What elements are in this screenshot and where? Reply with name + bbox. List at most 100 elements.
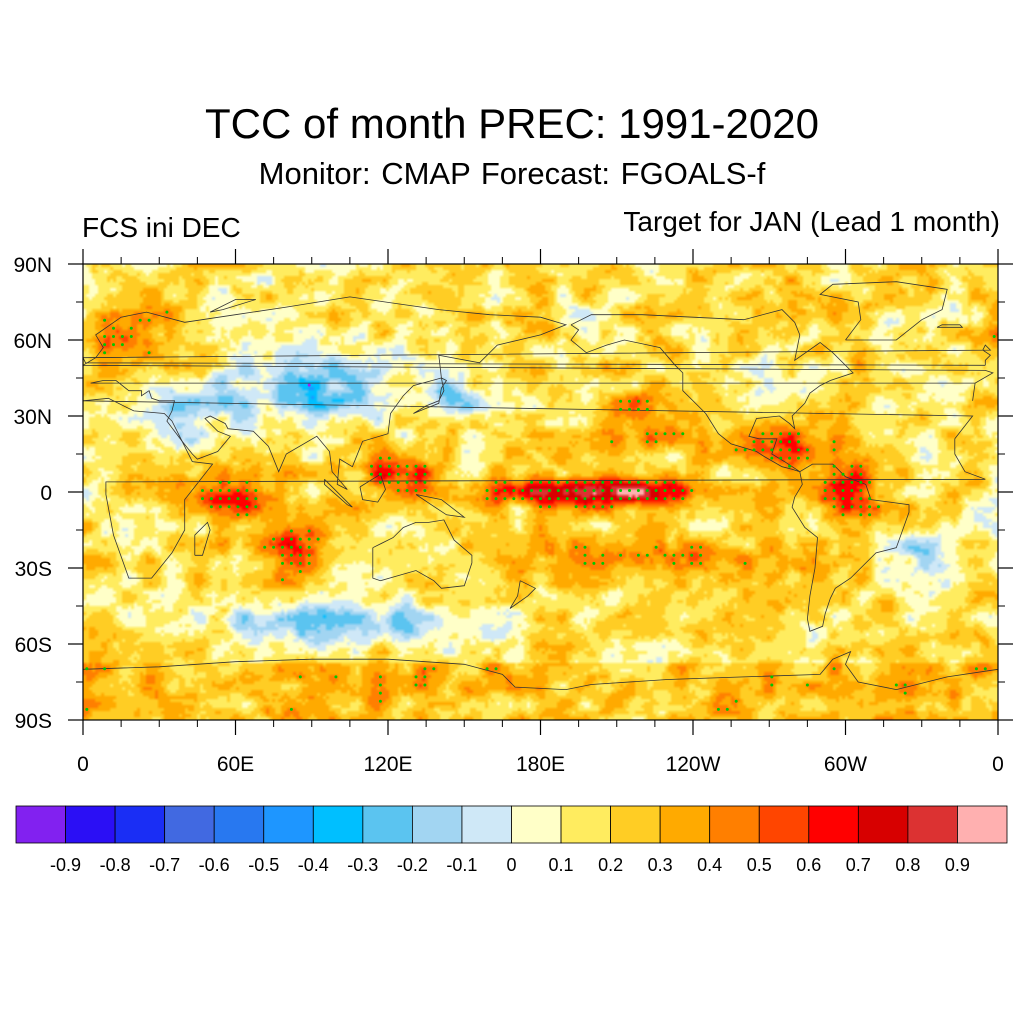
significance-dot-positive [850, 505, 854, 509]
x-tick-label: 180E [516, 753, 565, 776]
significance-dot-positive [699, 561, 703, 565]
significance-dot-positive [859, 480, 863, 484]
significance-dot-positive [636, 480, 640, 484]
significance-dot-positive [619, 489, 623, 492]
significance-dot-positive [289, 545, 293, 549]
significance-dot-positive [209, 505, 213, 509]
significance-dot-positive [307, 561, 311, 565]
significance-dot-positive [485, 489, 489, 492]
coastlines [83, 281, 998, 691]
significance-dot-positive [832, 505, 836, 509]
significance-dot-positive [592, 480, 596, 484]
colorbar-label: 0.7 [846, 855, 871, 875]
significance-dot-positive [396, 489, 400, 492]
significance-dot-positive [378, 464, 382, 468]
significance-dot-positive [752, 440, 756, 444]
significance-dot-positive [672, 480, 676, 484]
significance-dot-positive [654, 432, 658, 436]
significance-dot-positive [636, 497, 640, 501]
significance-dot-positive [850, 489, 854, 492]
significance-dot-positive [85, 707, 89, 711]
significance-dot-positive [583, 480, 587, 484]
significance-dot-positive [681, 489, 685, 492]
coastline [372, 519, 473, 589]
significance-dot-positive [120, 335, 124, 338]
significance-dot-positive [770, 683, 774, 687]
colorbar-swatch [560, 805, 611, 844]
significance-dot-positive [387, 456, 391, 460]
significance-dot-positive [681, 553, 685, 557]
significance-dot-positive [236, 513, 240, 517]
significance-dot-positive [850, 464, 854, 468]
significance-dot-positive [298, 675, 302, 679]
coastline [415, 494, 466, 518]
significance-dot-positive [530, 497, 534, 501]
colorbar-swatch [610, 805, 661, 844]
significance-dot-positive [734, 448, 738, 452]
significance-dot-positive [414, 489, 418, 492]
colorbar-swatch [411, 805, 463, 844]
chart-subtitle: Monitor: CMAP Forecast: FGOALS-f [258, 156, 766, 191]
significance-dot-positive [761, 432, 765, 436]
significance-dot-positive [396, 464, 400, 468]
significance-dot-positive [779, 456, 783, 460]
significance-dot-positive [494, 480, 498, 484]
significance-dot-positive [503, 497, 507, 501]
significance-dot-positive [770, 675, 774, 679]
significance-dot-positive [752, 448, 756, 452]
significance-dot-positive [289, 537, 293, 541]
significance-dot-positive [120, 343, 124, 347]
coastline [359, 473, 386, 503]
significance-dot-positive [218, 489, 222, 492]
coastline [194, 521, 211, 556]
colorbar-swatch [709, 805, 760, 844]
significance-dot-positive [583, 561, 587, 565]
significance-dot-positive [423, 464, 427, 468]
significance-dot-positive [663, 497, 667, 501]
significance-dot-positive [743, 561, 747, 565]
significance-dot-positive [227, 497, 231, 501]
significance-dot-positive [298, 553, 302, 557]
significance-dot-positive [610, 480, 614, 484]
significance-dot-positive [218, 480, 222, 484]
significance-dot-positive [245, 497, 249, 501]
colorbar-label: -0.9 [50, 855, 81, 875]
y-tick-label: 60N [13, 330, 52, 353]
significance-dot-positive [263, 545, 267, 549]
significance-dot-positive [201, 497, 204, 501]
significance-dot-positive [245, 480, 249, 484]
significance-dot-positive [859, 513, 863, 517]
significance-dot-positive [281, 537, 284, 541]
significance-dot-positive [788, 464, 792, 468]
significance-dot-positive [298, 570, 302, 573]
significance-dot-positive [298, 561, 302, 565]
significance-dot-positive [690, 545, 694, 549]
significance-dot-positive [663, 480, 667, 484]
significance-dot-positive [601, 553, 605, 557]
significance-dot-positive [85, 667, 89, 671]
significance-dot-positive [601, 561, 605, 565]
coastline [413, 377, 448, 414]
significance-dot-positive [601, 489, 605, 492]
significance-dot-positive [138, 318, 142, 322]
significance-dot-positive [423, 675, 427, 679]
significance-dot-positive [547, 480, 551, 484]
significance-dot-positive [503, 489, 507, 492]
significance-dot-positive [378, 683, 382, 687]
significance-dot-positive [619, 497, 623, 501]
y-tick-label: 30N [13, 406, 52, 429]
significance-dot-positive [779, 448, 783, 452]
significance-dot-positive [378, 675, 382, 679]
significance-dot-positive [868, 497, 872, 501]
significance-dot-positive [201, 489, 204, 492]
significance-dot-positive [761, 448, 765, 452]
significance-dot-positive [307, 529, 311, 533]
significance-dot-positive [370, 472, 373, 476]
significance-dot-positive [209, 497, 213, 501]
significance-dot-positive [645, 497, 649, 501]
significance-dot-positive [788, 440, 792, 444]
colorbar-swatch [907, 805, 958, 844]
significance-dot-positive [405, 480, 409, 484]
significance-dot-positive [805, 683, 809, 687]
coastline [83, 344, 992, 366]
